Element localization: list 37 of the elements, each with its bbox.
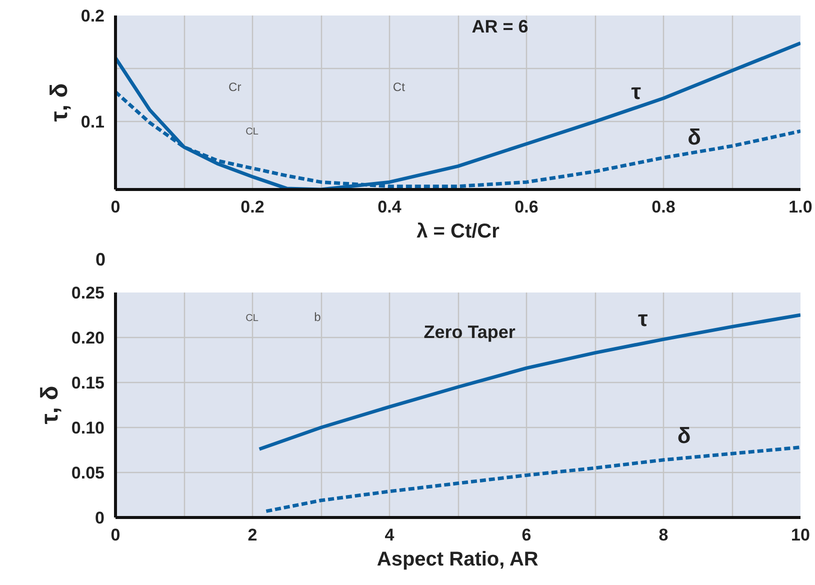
x-tick-label: 8 [658, 526, 668, 544]
line-series [264, 446, 800, 513]
annotation: τ [631, 79, 642, 104]
x-tick-label: 4 [384, 526, 395, 544]
x-tick-label: 0.8 [652, 198, 676, 216]
x-tick-label: 1.0 [788, 198, 812, 216]
x-tick-label: 6 [522, 526, 532, 544]
x-axis-title: Aspect Ratio, AR [376, 548, 539, 570]
y-tick-label: 0.10 [71, 418, 105, 438]
y-tick-label: 0.2 [80, 6, 105, 26]
y-tick-label: 0.25 [71, 284, 105, 302]
x-tick-label: 2 [248, 526, 258, 544]
annotation: AR = 6 [472, 16, 528, 36]
annotation: Ct [392, 80, 406, 94]
x-tick-label: 0 [110, 198, 120, 216]
annotation: CL [246, 313, 259, 324]
line-series [258, 313, 800, 451]
annotation: Cr [228, 80, 242, 94]
y-tick-label: 0.1 [80, 112, 105, 132]
x-tick-label: 10 [791, 526, 810, 544]
annotation: τ [638, 306, 648, 331]
x-axis-title: λ = Ct/Cr [416, 220, 500, 242]
annotation: Zero Taper [424, 322, 516, 342]
x-tick-label: 0 [110, 526, 120, 544]
x-tick-label: 0.4 [378, 198, 402, 216]
annotation: b [314, 310, 322, 324]
y-tick-label: 0 [95, 508, 105, 528]
y-tick-label: 0.05 [71, 464, 105, 482]
y-axis-title: τ, δ [46, 83, 73, 122]
annotation: CL [246, 126, 259, 138]
y-tick-label: 0.15 [71, 374, 105, 392]
x-tick-label: 0.2 [240, 198, 264, 216]
annotation: δ [677, 422, 691, 448]
y-tick-label: 0.20 [71, 328, 105, 348]
y-axis-title: τ, δ [36, 386, 64, 424]
annotation: δ [688, 124, 701, 150]
x-tick-label: 0.6 [514, 198, 538, 216]
